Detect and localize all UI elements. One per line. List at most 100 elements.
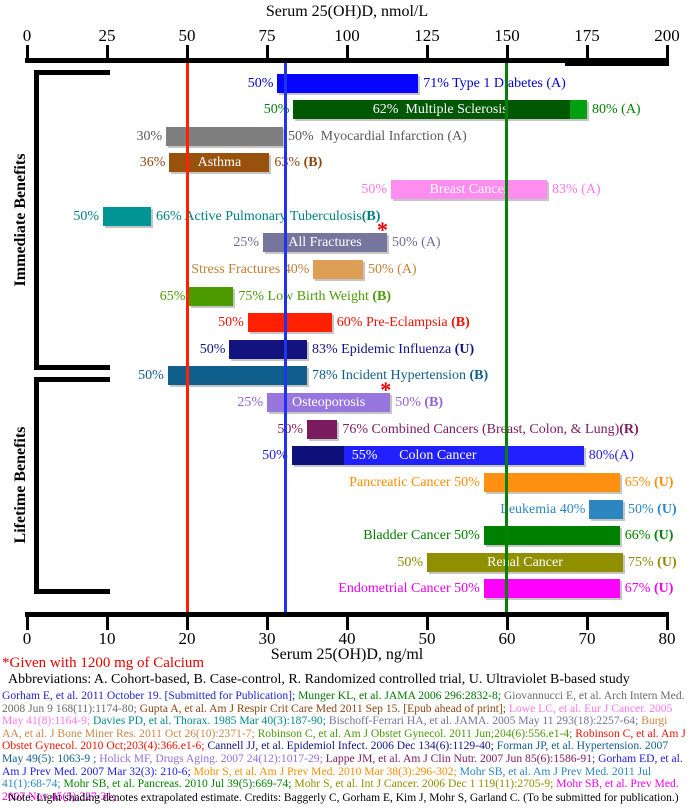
red-line xyxy=(185,63,189,612)
top-tick-175 xyxy=(585,45,589,58)
top-axis-line xyxy=(25,58,669,63)
bar-breast-cancer: Breast Cancer xyxy=(391,180,547,199)
bar-left-label-osteoporosis: 25% xyxy=(237,395,263,410)
top-tick-label-150: 150 xyxy=(494,26,520,45)
bar-pre-eclampsia xyxy=(247,313,332,332)
bar-inside-label-renal-cancer: Renal Cancer xyxy=(487,555,563,570)
bottom-tick-label-70: 70 xyxy=(578,629,596,648)
bar-inside-label-all-fractures: All Fractures xyxy=(288,235,362,250)
bottom-tick-label-80: 80 xyxy=(658,629,676,648)
bottom-tick-50 xyxy=(425,617,429,630)
top-tick-label-100: 100 xyxy=(334,26,360,45)
extrapolation-asterisk-all-fractures: * xyxy=(377,217,388,242)
reference-7: Bischoff-Ferrari HA, et al. JAMA. 2005 M… xyxy=(328,714,642,728)
top-tick-label-75: 75 xyxy=(258,26,276,45)
reference-17: Mohr SB, et al. Am J Prev Med. 2011 Jul … xyxy=(2,764,652,791)
bar-inside-label-multiple-sclerosis: 62% Multiple Sclerosis xyxy=(372,102,508,117)
bar-inside-label2-colon-cancer: 55% xyxy=(351,448,378,463)
bracket-lifetime-bottom-arm xyxy=(34,589,110,594)
bar-right-label-low-birth-weight: 75% Low Birth Weight (B) xyxy=(238,289,391,304)
top-tick-label-200: 200 xyxy=(654,26,680,45)
bar-right-label-myocardial-infarction: 50% Myocardial Infarction (A) xyxy=(288,129,467,144)
reference-13: Holick MF, Drugs Aging. 2007 24(12):1017… xyxy=(99,751,326,765)
reference-19: Mohr S, et al. Int J Cancer. 2006 Dec 1 … xyxy=(294,777,557,791)
reference-6: Davies PD, et al. Thorax. 1985 Mar 40(3)… xyxy=(93,714,329,728)
top-axis-title: Serum 25(OH)D, nmol/L xyxy=(265,3,429,20)
bar-inside-label-colon-cancer: Colon Cancer xyxy=(399,448,477,463)
top-tick-label-0: 0 xyxy=(22,26,32,45)
bottom-tick-label-20: 20 xyxy=(178,629,196,648)
bar-left-label-renal-cancer: 50% xyxy=(397,555,423,570)
bar-epidemic-influenza xyxy=(229,340,307,359)
top-tick-label-175: 175 xyxy=(574,26,600,45)
bottom-tick-70 xyxy=(585,617,589,630)
bottom-tick-label-10: 10 xyxy=(98,629,116,648)
top-tick-100 xyxy=(345,45,349,58)
group-label-immediate-benefits: Immediate Benefits xyxy=(12,153,29,287)
top-tick-25 xyxy=(105,45,109,58)
bar-left-label-asthma: 36% xyxy=(139,155,166,170)
bracket-immediate-top-arm xyxy=(34,70,110,75)
bar-right-label-renal-cancer: 75% (U) xyxy=(628,555,677,570)
bottom-tick-label-60: 60 xyxy=(498,629,516,648)
bar-active-pulmonary-tuberculosis xyxy=(103,207,151,226)
reference-2: Munger KL, et al. JAMA 2006 296:2832-8; xyxy=(298,689,504,702)
bar-right-label-osteoporosis: 50% (B) xyxy=(395,395,444,410)
bar-right-label-stress-fractures: 50% (A) xyxy=(368,262,417,277)
bar-right-label-all-fractures: 50% (A) xyxy=(392,235,441,250)
bar-right-label-breast-cancer: 83% (A) xyxy=(552,182,601,197)
bar-left-label-incident-hypertension: 50% xyxy=(138,368,164,383)
reference-14: Lappe JM, et al. Am J Clin Nutr. 2007 Ju… xyxy=(325,751,599,765)
top-axis-line-offset-segment xyxy=(565,62,669,66)
bar-renal-cancer: Renal Cancer xyxy=(427,553,623,572)
bar-right-label-pancreatic-cancer: 65% (U) xyxy=(624,475,674,490)
bracket-lifetime-vertical xyxy=(34,377,39,594)
bar-left-label-pre-eclampsia: 50% xyxy=(218,315,244,330)
bar-left-label-low-birth-weight: 65% xyxy=(159,289,186,304)
calcium-footnote: *Given with 1200 mg of Calcium xyxy=(2,655,205,671)
bottom-axis-line xyxy=(25,612,669,617)
bar-right-label-epidemic-influenza: 83% Epidemic Influenza (U) xyxy=(312,342,475,357)
bottom-tick-label-50: 50 xyxy=(418,629,436,648)
bar-osteoporosis: Osteoporosis xyxy=(267,393,391,412)
blue-line xyxy=(283,63,287,612)
reference-12: Forman JP, et al. Hypertension. 2007 May… xyxy=(2,739,669,765)
bracket-immediate-vertical xyxy=(34,70,39,370)
bracket-lifetime-top-arm xyxy=(34,377,110,382)
bar-left-label-active-pulmonary-tuberculosis: 50% xyxy=(73,209,99,224)
bar-colon-cancer: Colon Cancer 55% xyxy=(291,446,584,465)
bar-myocardial-infarction xyxy=(166,127,283,146)
bar-right-label-combined-cancers: 76% Combined Cancers (Breast, Colon, & L… xyxy=(342,422,639,437)
bottom-tick-40 xyxy=(345,617,349,630)
bar-leukemia xyxy=(589,500,623,519)
top-tick-125 xyxy=(425,45,429,58)
bracket-immediate-bottom-arm xyxy=(34,365,110,370)
bar-right-label-incident-hypertension: 78% Incident Hypertension (B) xyxy=(312,368,489,383)
bar-left-label-leukemia: Leukemia 40% xyxy=(500,502,586,517)
bar-incident-hypertension xyxy=(167,366,307,385)
bar-left-label-all-fractures: 25% xyxy=(233,235,259,250)
reference-8: Burgi AA, et al. J Bone Miner Res. 2011 … xyxy=(2,714,668,740)
bottom-tick-80 xyxy=(665,617,669,630)
reference-18: Mohr SB, et al. Pancreas. 2010 Jul 39(5)… xyxy=(63,777,295,791)
reference-9: Robinson C, et al. Am J Obstet Gynecol. … xyxy=(257,726,576,740)
bar-low-birth-weight xyxy=(189,287,234,306)
bar-inside-label-asthma: Asthma xyxy=(197,155,242,170)
bar-left-label-combined-cancers: 50% xyxy=(277,422,303,437)
reference-20: Mohr SB, et al. Prev Med. 2007 Nov 45(5)… xyxy=(2,777,679,803)
bar-pancreatic-cancer xyxy=(483,473,620,492)
bar-left-label-endometrial-cancer: Endometrial Cancer 50% xyxy=(338,581,480,596)
reference-15: Gorham ED, et al. Am J Prev Med. 2007 Ma… xyxy=(2,751,683,778)
abbreviations-line: Abbreviations: A. Cohort-based, B. Case-… xyxy=(8,672,630,687)
bottom-tick-label-0: 0 xyxy=(22,629,32,648)
bar-segment-light-multiple-sclerosis xyxy=(570,100,587,119)
bar-left-label-breast-cancer: 50% xyxy=(361,182,387,197)
reference-4: Gupta A, et al. Am J Respir Crit Care Me… xyxy=(139,701,509,715)
bar-left-label-epidemic-influenza: 50% xyxy=(199,342,226,357)
top-tick-label-25: 25 xyxy=(98,26,116,45)
bottom-tick-10 xyxy=(105,617,109,630)
bar-left-label-bladder-cancer: Bladder Cancer 50% xyxy=(363,528,480,543)
reference-1: Gorham E, et al. 2011 October 19. [Submi… xyxy=(2,689,299,702)
bar-bladder-cancer xyxy=(483,526,620,545)
